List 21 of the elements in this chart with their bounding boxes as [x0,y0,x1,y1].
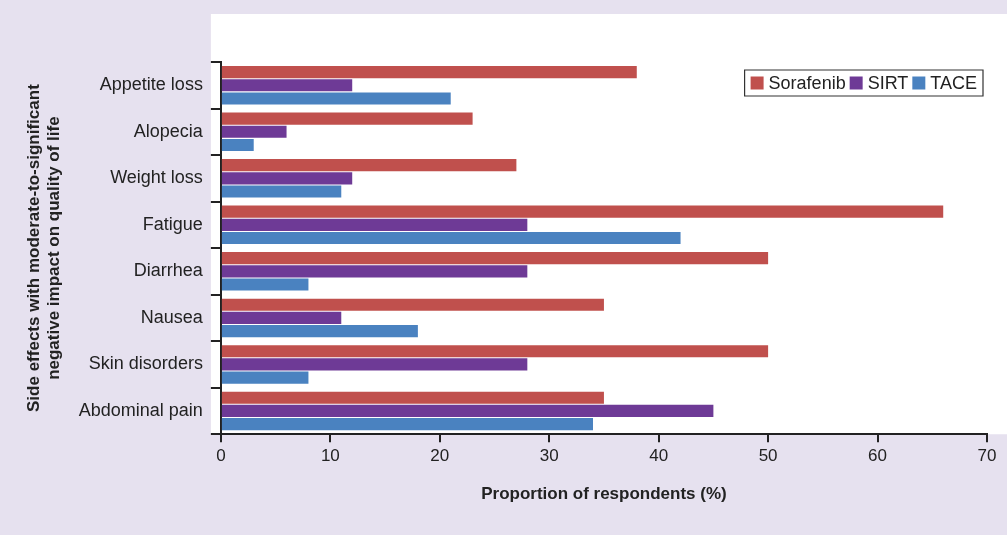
x-axis-title: Proportion of respondents (%) [481,484,727,504]
y-tick-label: Nausea [140,306,204,327]
x-tick-label: 0 [216,446,226,466]
x-tick-label: 30 [539,446,559,466]
y-tick-label: Fatigue [142,213,203,234]
legend-label: TACE [930,72,977,93]
x-tick-label: 50 [758,446,778,466]
x-tick-label: 70 [977,446,997,466]
y-tick-label: Appetite loss [99,74,203,95]
x-tick-label: 40 [649,446,669,466]
y-tick-label: Weight loss [110,167,203,188]
y-tick-label: Alopecia [133,120,204,141]
x-tick-label: 60 [868,446,888,466]
y-axis-title: Side effects with moderate-to-significant negative impact on quality of life [23,83,64,412]
legend-label: SIRT [867,72,909,93]
y-tick-label: Diarrhea [133,260,204,281]
x-tick-label: 20 [430,446,450,466]
legend-label: Sorafenib [768,72,846,93]
x-tick-label: 10 [320,446,340,466]
y-tick-label: Skin disorders [88,353,203,374]
y-tick-label: Abdominal pain [78,399,203,420]
